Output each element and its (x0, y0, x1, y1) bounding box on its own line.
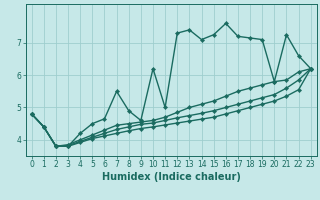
X-axis label: Humidex (Indice chaleur): Humidex (Indice chaleur) (102, 172, 241, 182)
